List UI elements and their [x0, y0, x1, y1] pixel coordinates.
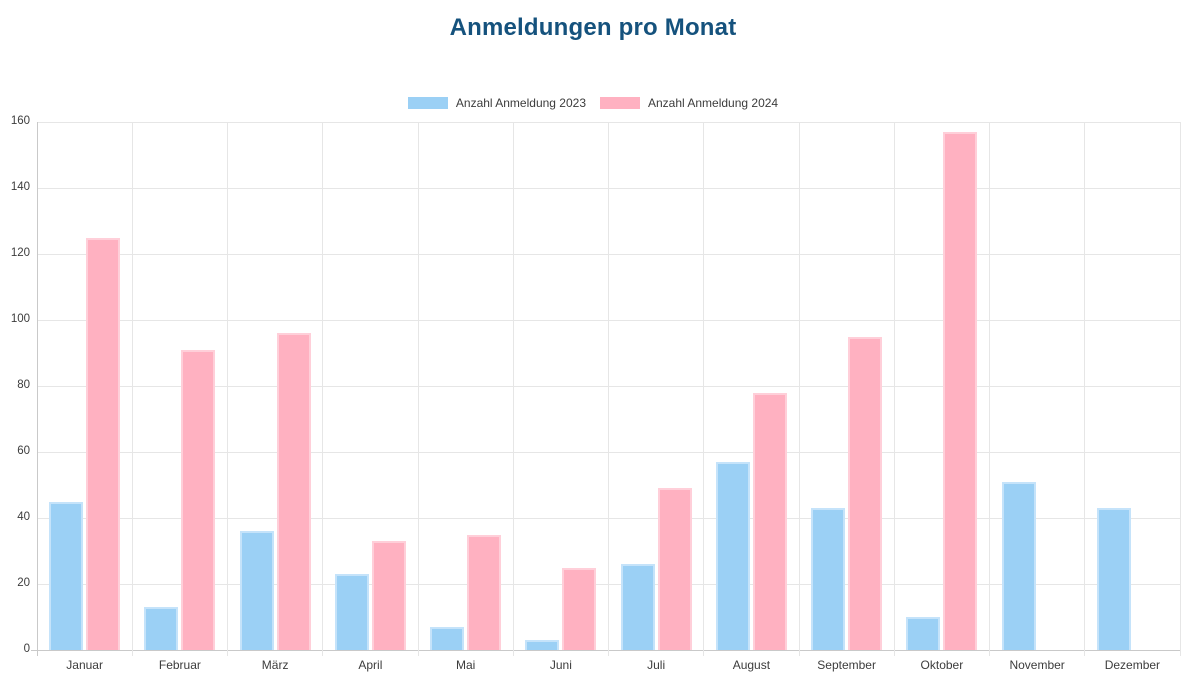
legend-swatch-anzahl-anmeldung-2023 — [407, 97, 448, 109]
gridline-x-12 — [1179, 122, 1181, 656]
bar-2023-dezember[interactable] — [1096, 508, 1131, 650]
gridline-x-4 — [417, 122, 419, 656]
gridline-x-6 — [608, 122, 609, 656]
bar-2023-januar[interactable] — [49, 501, 84, 650]
y-tick-label-20: 20 — [17, 577, 30, 589]
gridline-x-2 — [227, 122, 228, 656]
x-axis-label-august: August — [732, 658, 771, 672]
gridline-y-0 — [31, 649, 1180, 651]
legend-label: Anzahl Anmeldung 2024 — [648, 96, 779, 110]
bar-2023-mai[interactable] — [430, 626, 465, 650]
bar-2024-oktober[interactable] — [943, 131, 978, 650]
bar-2024-maerz[interactable] — [276, 333, 311, 650]
bar-2023-september[interactable] — [811, 508, 846, 650]
gridline-x-7 — [703, 122, 705, 656]
bar-2023-april[interactable] — [334, 574, 369, 650]
y-tick-label-140: 140 — [10, 181, 30, 193]
bar-2024-april[interactable] — [371, 541, 406, 650]
legend-item-anzahl-anmeldung-2024[interactable]: Anzahl Anmeldung 2024 — [600, 96, 778, 110]
gridline-x-1 — [131, 122, 133, 656]
x-axis-label-april: April — [358, 658, 383, 672]
bar-2023-juli[interactable] — [620, 564, 655, 650]
chart-legend: Anzahl Anmeldung 2023 Anzahl Anmeldung 20… — [0, 96, 1186, 110]
bar-2024-mai[interactable] — [467, 534, 502, 650]
y-axis-line — [36, 122, 38, 656]
y-tick-label-60: 60 — [17, 445, 30, 457]
bar-2024-juni[interactable] — [562, 567, 597, 650]
x-axis-label-maerz: März — [261, 658, 289, 672]
bar-2024-januar[interactable] — [86, 237, 121, 650]
x-axis-label-oktober: Oktober — [920, 658, 964, 672]
legend-item-anzahl-anmeldung-2023[interactable]: Anzahl Anmeldung 2023 — [407, 96, 586, 110]
bar-2024-juli[interactable] — [657, 488, 692, 650]
legend-label: Anzahl Anmeldung 2023 — [455, 96, 586, 110]
bar-2024-august[interactable] — [752, 392, 787, 650]
bar-2023-august[interactable] — [715, 461, 750, 650]
y-tick-label-100: 100 — [10, 313, 30, 325]
y-tick-label-40: 40 — [17, 511, 30, 523]
y-tick-label-160: 160 — [10, 115, 30, 127]
bar-2023-november[interactable] — [1001, 481, 1036, 650]
gridline-x-9 — [893, 122, 895, 656]
chart-title: Anmeldungen pro Monat — [449, 14, 737, 41]
gridline-x-3 — [322, 122, 324, 656]
bar-2023-juni[interactable] — [525, 640, 560, 650]
y-tick-label-0: 0 — [23, 643, 30, 655]
bar-2023-oktober[interactable] — [906, 617, 941, 650]
x-axis-label-januar: Januar — [66, 658, 103, 672]
y-tick-label-120: 120 — [10, 247, 30, 259]
y-tick-label-80: 80 — [17, 379, 30, 391]
gridline-x-8 — [798, 122, 800, 656]
bar-2023-februar[interactable] — [144, 607, 179, 650]
x-axis-label-februar: Februar — [158, 658, 201, 672]
bar-2023-maerz[interactable] — [239, 531, 274, 650]
gridline-x-11 — [1084, 122, 1086, 656]
x-axis-label-september: September — [817, 658, 876, 672]
gridline-x-5 — [512, 122, 514, 656]
x-axis-label-november: November — [1009, 658, 1065, 672]
bar-2024-september[interactable] — [848, 336, 883, 650]
legend-swatch-anzahl-anmeldung-2024 — [600, 97, 640, 109]
x-axis-label-mai: Mai — [455, 658, 476, 672]
x-axis-label-dezember: Dezember — [1104, 658, 1161, 672]
x-axis-label-juni: Juni — [549, 658, 572, 672]
plot-area — [31, 121, 1181, 656]
x-axis-label-juli: Juli — [647, 658, 666, 672]
gridline-x-10 — [989, 122, 990, 656]
bar-2024-februar[interactable] — [181, 349, 216, 650]
